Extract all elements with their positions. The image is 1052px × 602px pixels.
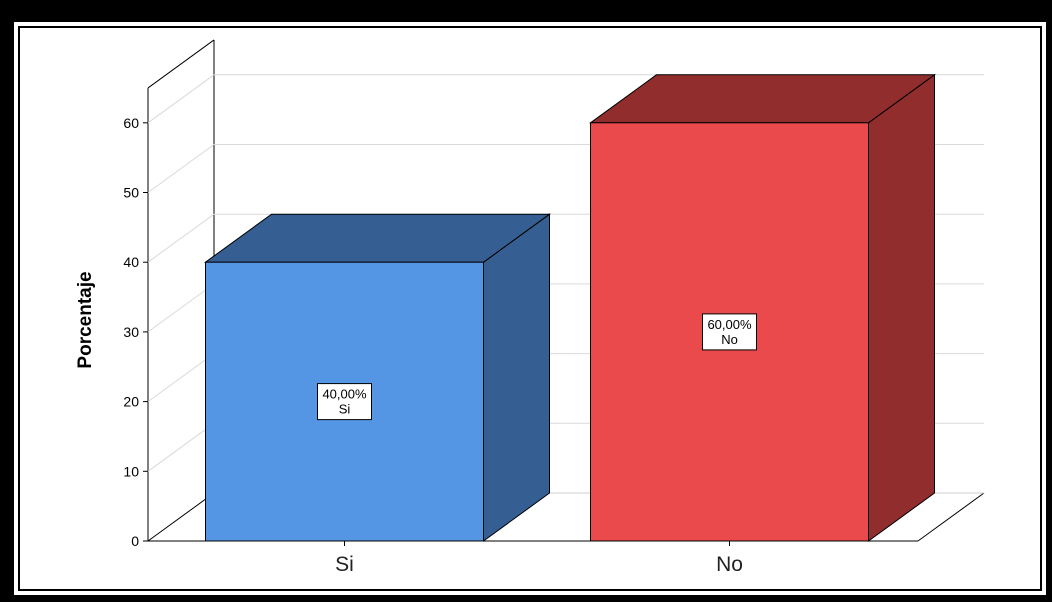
y-axis-ticks: 0 10 20 30 40 50 60 [123, 115, 148, 549]
y-tick-label-40: 40 [123, 254, 139, 270]
bar-side-no [868, 73, 935, 542]
y-tick-label-20: 20 [123, 394, 139, 410]
data-label-si: 40,00%Si [317, 383, 372, 421]
data-label-category-no: No [721, 332, 738, 347]
bar-si [203, 213, 552, 542]
y-tick-label-10: 10 [123, 463, 139, 479]
data-label-category-si: Si [339, 402, 351, 417]
bar-side-si [483, 213, 550, 542]
gridline-side-20 [147, 353, 215, 403]
data-label-value-no: 60,00% [707, 317, 752, 332]
data-labels: 40,00%Si 60,00%No [317, 313, 757, 421]
y-tick-label-0: 0 [131, 533, 139, 549]
floor-left-edge [147, 492, 215, 542]
y-tick-label-30: 30 [123, 324, 139, 340]
gridline-side-10 [147, 422, 215, 472]
data-label-no: 60,00%No [702, 313, 757, 351]
gridline-side-50 [147, 144, 215, 193]
x-tick-label-si: Si [335, 553, 354, 576]
data-label-box-si [317, 383, 372, 421]
data-label-value-si: 40,00% [322, 387, 367, 402]
y-tick-label-60: 60 [123, 115, 139, 131]
chart-bars [203, 73, 937, 542]
gridline-side-30 [147, 283, 215, 333]
x-axis-ticks: Si No [335, 541, 743, 576]
y-tick-label-50: 50 [123, 185, 139, 201]
floor-right-edge [917, 492, 985, 542]
chart-panel: 0 10 20 30 40 50 60 Si No 40,00% Si 60,00% No Porc… [14, 22, 1046, 595]
gridline-side-40 [147, 213, 215, 263]
left-wall-top-edge [147, 39, 215, 89]
gridline-side-60 [147, 74, 215, 124]
data-label-box-no [702, 313, 757, 351]
bar-no [588, 73, 937, 542]
x-tick-label-no: No [716, 553, 743, 576]
y-axis-label: Porcentaje [75, 271, 96, 368]
